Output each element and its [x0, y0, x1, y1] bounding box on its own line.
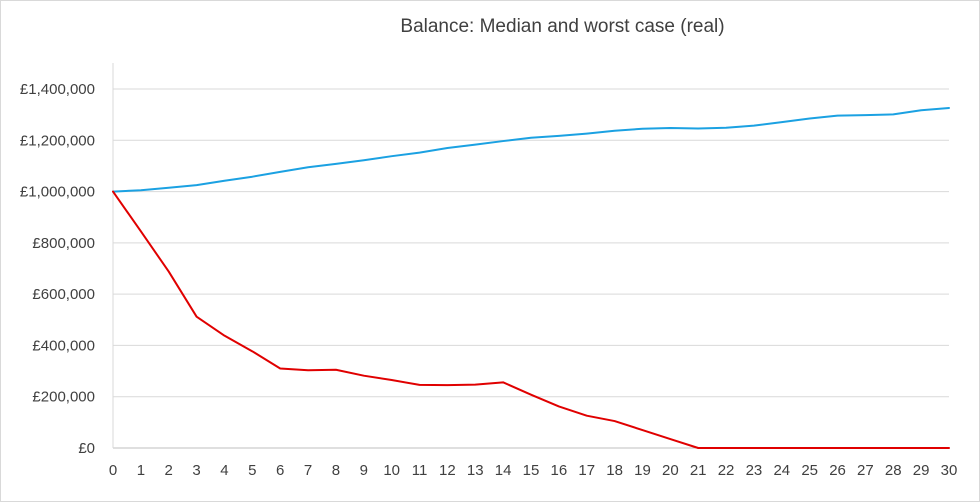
- x-tick-label: 29: [913, 462, 930, 479]
- y-tick-label: £1,400,000: [20, 81, 95, 98]
- y-tick-label: £1,200,000: [20, 132, 95, 149]
- x-tick-label: 21: [690, 462, 707, 479]
- x-tick-label: 16: [551, 462, 568, 479]
- y-tick-label: £800,000: [32, 235, 95, 252]
- x-tick-label: 4: [220, 462, 228, 479]
- x-tick-label: 13: [467, 462, 484, 479]
- x-tick-label: 0: [109, 462, 117, 479]
- x-tick-label: 20: [662, 462, 679, 479]
- y-tick-label: £400,000: [32, 337, 95, 354]
- y-tick-label: £0: [78, 440, 95, 457]
- x-tick-label: 15: [523, 462, 540, 479]
- x-tick-label: 5: [248, 462, 256, 479]
- x-tick-label: 10: [383, 462, 400, 479]
- x-tick-label: 14: [495, 462, 512, 479]
- x-tick-label: 8: [332, 462, 340, 479]
- x-tick-label: 11: [412, 462, 428, 479]
- x-tick-label: 22: [718, 462, 735, 479]
- x-tick-label: 6: [276, 462, 284, 479]
- x-tick-label: 30: [941, 462, 958, 479]
- x-tick-label: 9: [360, 462, 368, 479]
- series-line-median: [112, 106, 950, 193]
- x-tick-label: 12: [439, 462, 456, 479]
- y-tick-label: £1,000,000: [20, 184, 95, 201]
- series-line-worst-case: [112, 190, 950, 449]
- x-tick-label: 28: [885, 462, 902, 479]
- y-tick-label: £600,000: [32, 286, 95, 303]
- x-tick-label: 24: [773, 462, 790, 479]
- y-tick-label: £200,000: [32, 389, 95, 406]
- x-tick-label: 17: [578, 462, 595, 479]
- x-tick-label: 2: [165, 462, 173, 479]
- x-tick-label: 25: [801, 462, 818, 479]
- chart-title: Balance: Median and worst case (real): [400, 16, 725, 37]
- x-tick-label: 3: [192, 462, 200, 479]
- x-tick-label: 27: [857, 462, 874, 479]
- x-tick-label: 19: [634, 462, 651, 479]
- x-tick-label: 26: [829, 462, 846, 479]
- x-tick-label: 23: [746, 462, 763, 479]
- x-tick-label: 1: [137, 462, 145, 479]
- x-tick-label: 7: [304, 462, 312, 479]
- x-tick-label: 18: [606, 462, 623, 479]
